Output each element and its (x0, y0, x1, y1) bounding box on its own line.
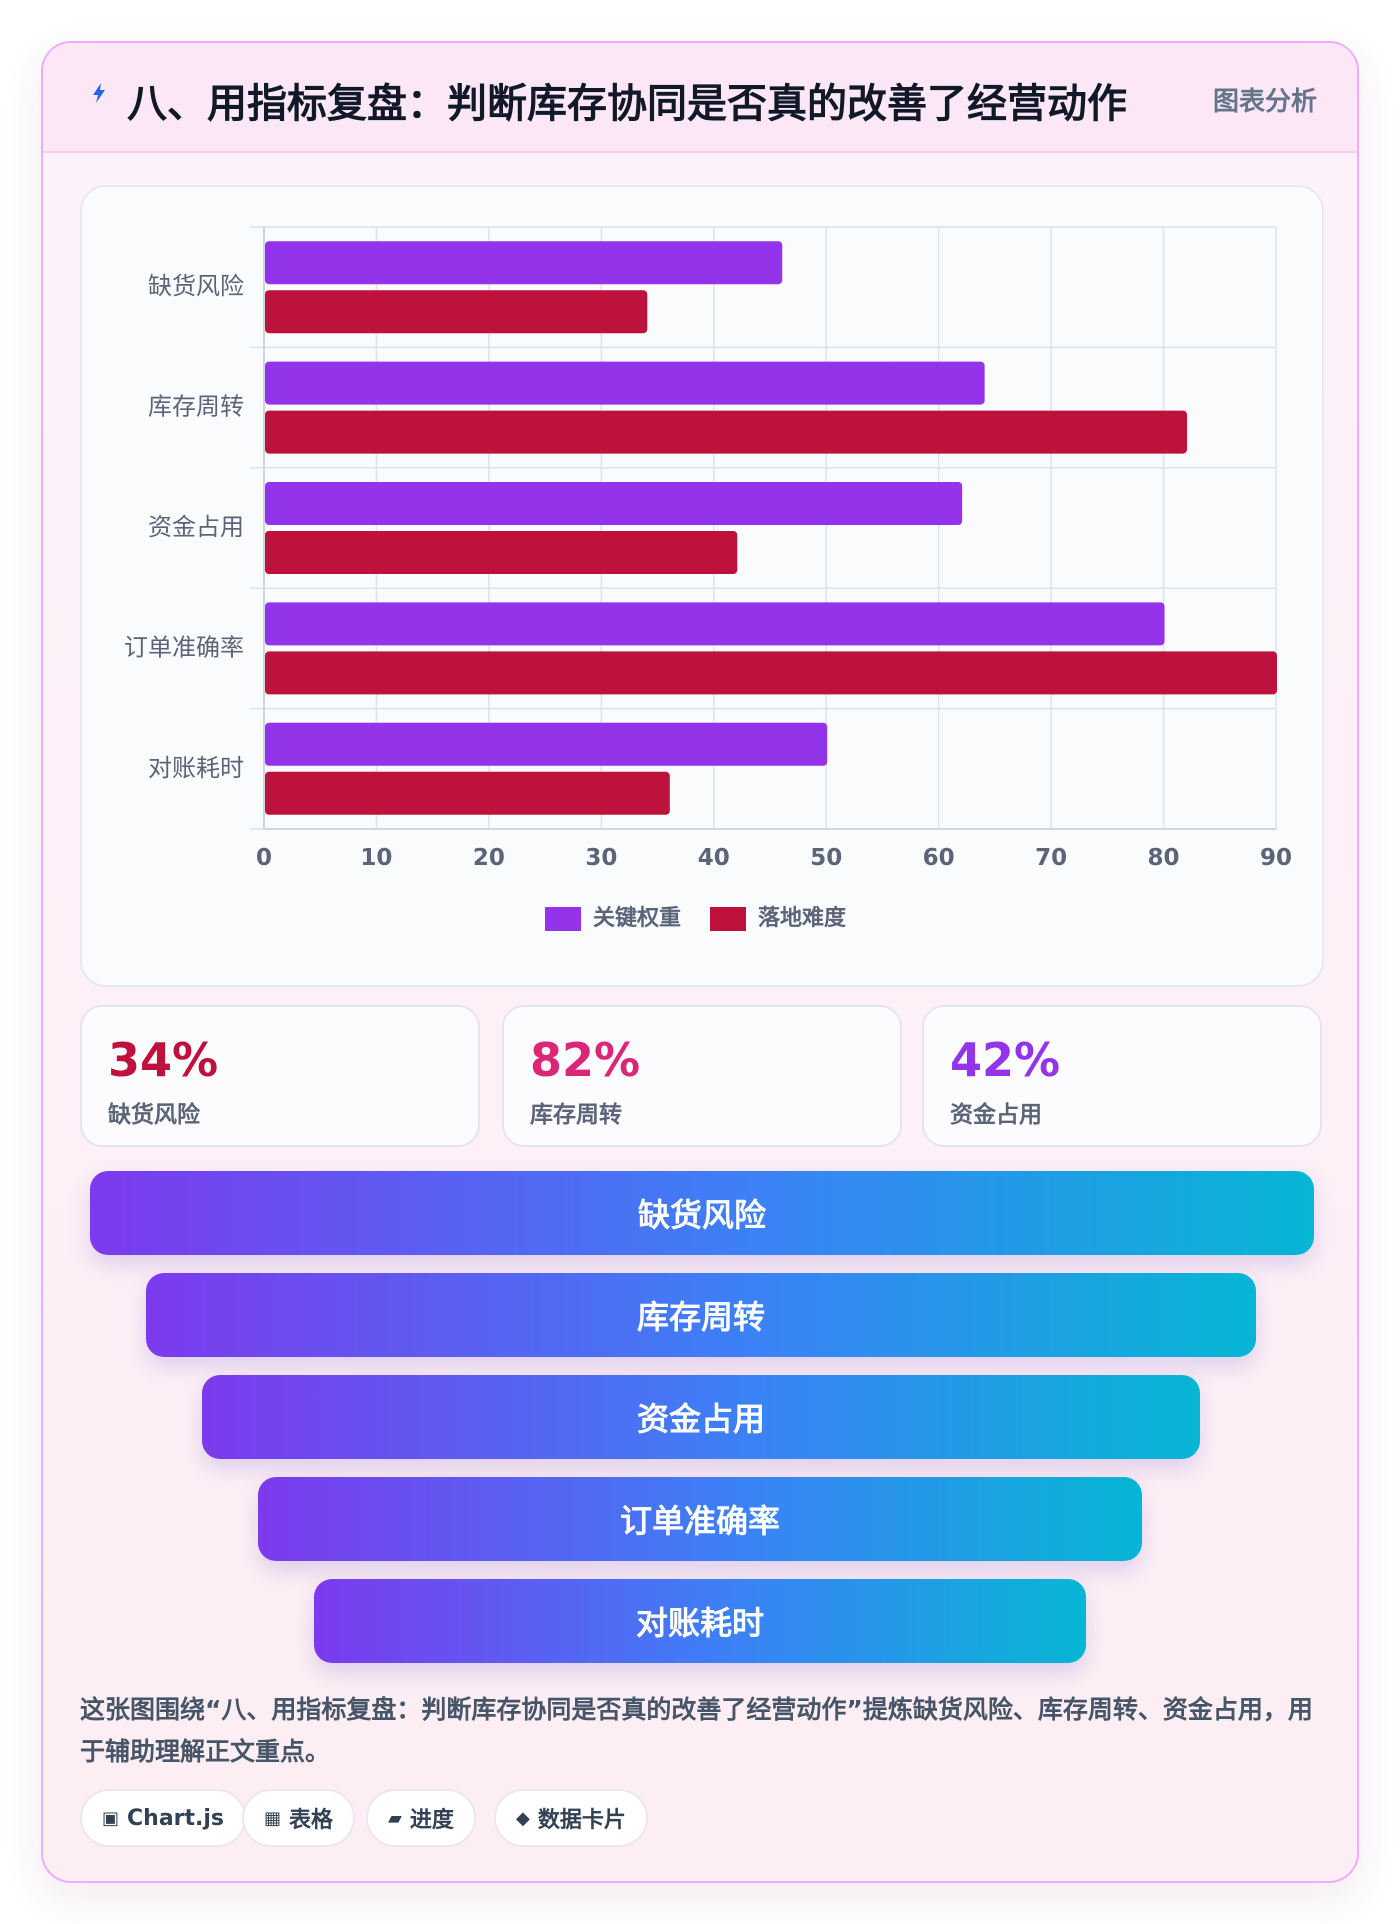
progress-icon: ▰ (388, 1807, 402, 1829)
chip-label: 进度 (409, 1808, 454, 1833)
chart-card: 八、用指标复盘：判断库存协同是否真的改善了经营动作 图表分析 缺货风险 库存周转资… (41, 41, 1359, 1883)
legend-label: 落地难度 (758, 905, 847, 931)
legend-label: 关键权重 (593, 905, 681, 931)
stat-card: 82% 库存周转 (502, 1005, 902, 1147)
funnel-step: 订单准确率 (258, 1477, 1142, 1561)
x-tick-label: 0 (256, 845, 272, 871)
stat-card: 42% 资金占用 (922, 1005, 1322, 1147)
legend-swatch (710, 907, 746, 931)
bar (265, 410, 1188, 454)
stat-label: 资金占用 (950, 1102, 1042, 1128)
y-tick-label: 对账耗时 (148, 754, 244, 782)
card-header: 八、用指标复盘：判断库存协同是否真的改善了经营动作 图表分析 (43, 43, 1357, 153)
stat-label: 库存周转 (530, 1102, 622, 1128)
x-tick-label: 80 (1148, 845, 1180, 871)
stat-card: 34% 缺货风险 (80, 1005, 480, 1147)
chip-progress[interactable]: ▰ 进度 (366, 1789, 476, 1847)
bar (265, 241, 783, 285)
x-tick-label: 50 (810, 845, 842, 871)
x-tick-label: 90 (1260, 845, 1292, 871)
bar (265, 361, 985, 405)
x-tick-label: 70 (1035, 845, 1067, 871)
bar (265, 771, 670, 815)
x-tick-label: 10 (360, 845, 392, 871)
y-tick-label: 缺货风险 (148, 272, 244, 300)
stat-label: 缺货风险 (108, 1102, 200, 1128)
chip-label: 数据卡片 (537, 1808, 626, 1833)
bar (265, 290, 648, 334)
chip-chartjs[interactable]: ▣ Chart.js (80, 1789, 247, 1847)
header-tag: 图表分析 (1212, 87, 1317, 117)
x-tick-label: 30 (585, 845, 617, 871)
stat-value: 82% (530, 1033, 641, 1087)
stat-value: 42% (950, 1033, 1061, 1087)
chip-data-card[interactable]: ◆ 数据卡片 (494, 1789, 648, 1847)
legend-swatch (545, 907, 581, 931)
bar (265, 602, 1165, 646)
chip-label: Chart.js (127, 1805, 225, 1831)
funnel-step: 对账耗时 (314, 1579, 1086, 1663)
y-tick-label: 库存周转 (148, 393, 244, 421)
chart-icon: ▣ (102, 1807, 120, 1829)
bar (265, 531, 738, 574)
page-title: 八、用指标复盘：判断库存协同是否真的改善了经营动作 (127, 81, 1127, 127)
x-tick-label: 40 (698, 845, 730, 871)
funnel-step: 库存周转 (146, 1273, 1256, 1357)
table-icon: ▦ (264, 1807, 282, 1829)
bar (265, 651, 1277, 695)
y-tick-label: 资金占用 (148, 513, 244, 541)
data-card-icon: ◆ (516, 1807, 530, 1829)
bar (265, 722, 828, 766)
funnel-step: 资金占用 (202, 1375, 1200, 1459)
chart-panel: 缺货风险库存周转资金占用订单准确率对账耗时 0 10 20 30 40 50 60 70 80 90… (80, 185, 1324, 987)
y-tick-label: 订单准确率 (124, 633, 244, 661)
stat-value: 34% (108, 1033, 219, 1087)
x-tick-label: 60 (923, 845, 955, 871)
funnel-step: 缺货风险 (90, 1171, 1314, 1255)
chart-caption: 这张图围绕“八、用指标复盘：判断库存协同是否真的改善了经营动作”提炼缺货风险、库… (80, 1695, 1313, 1766)
chip-label: 表格 (289, 1808, 334, 1833)
bar (265, 482, 963, 525)
lightning-icon (93, 83, 105, 103)
chip-table[interactable]: ▦ 表格 (242, 1789, 356, 1847)
x-tick-label: 20 (473, 845, 505, 871)
